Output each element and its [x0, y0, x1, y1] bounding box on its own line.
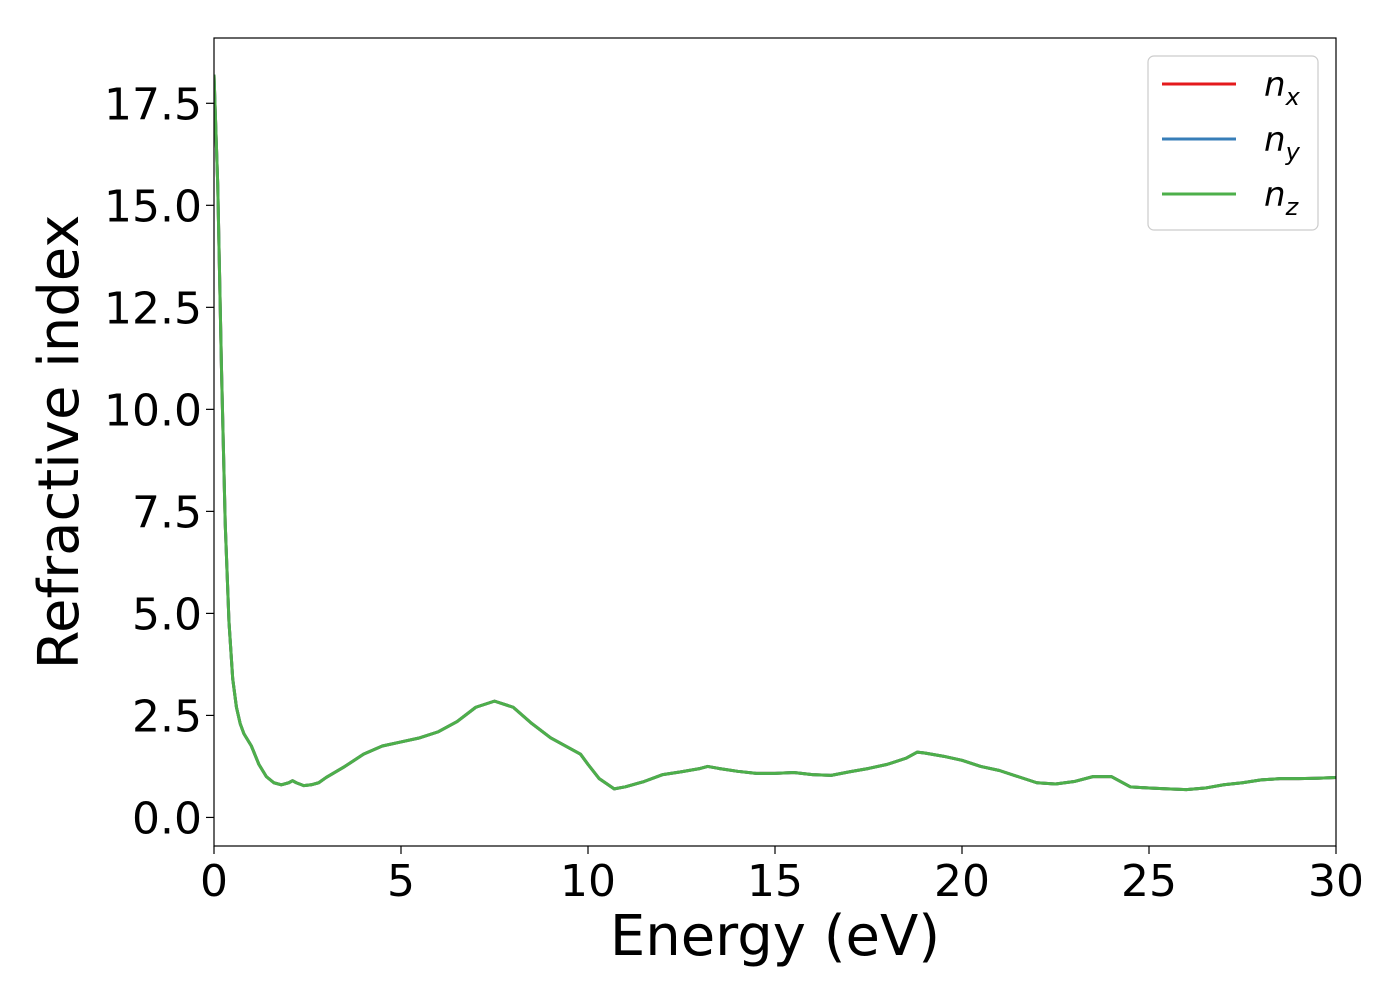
y-tick-label: 7.5: [132, 487, 202, 538]
y-tick-label: 10.0: [104, 385, 202, 436]
x-tick-label: 0: [200, 856, 228, 907]
y-tick-label: 12.5: [104, 283, 202, 334]
x-tick-label: 30: [1308, 856, 1364, 907]
y-tick-label: 17.5: [104, 79, 202, 130]
y-tick-label: 15.0: [104, 181, 202, 232]
legend-label-ny: ny: [1264, 120, 1301, 166]
x-axis-title: Energy (eV): [610, 904, 940, 969]
legend-label-nz: nz: [1264, 175, 1300, 221]
x-tick-label: 25: [1121, 856, 1177, 907]
legend: nx ny nz: [1147, 55, 1319, 231]
series-layer: [214, 74, 1336, 792]
x-axis-ticks: 0 5 10 15 20 25 30: [200, 846, 1364, 907]
x-tick-label: 15: [747, 856, 803, 907]
x-tick-label: 5: [387, 856, 415, 907]
series-line-n-z: [214, 74, 1336, 792]
y-axis-ticks: 0.0 2.5 5.0 7.5 10.0 12.5 15.0 17.5: [104, 79, 214, 844]
x-tick-label: 20: [934, 856, 990, 907]
y-tick-label: 2.5: [132, 691, 202, 742]
legend-box: [1147, 55, 1319, 231]
y-axis-title: Refractive index: [27, 215, 92, 670]
y-tick-label: 0.0: [132, 793, 202, 844]
x-tick-label: 10: [560, 856, 616, 907]
legend-label-nx: nx: [1264, 65, 1301, 111]
y-tick-label: 5.0: [132, 589, 202, 640]
